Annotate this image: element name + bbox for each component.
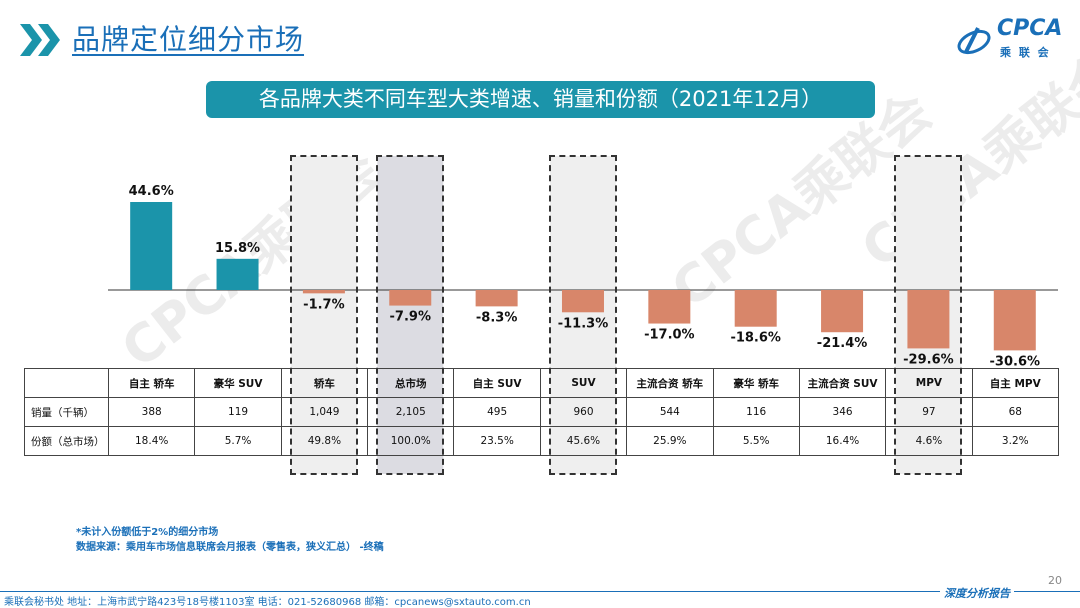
data-label: -17.0% bbox=[644, 328, 695, 343]
table-cell: 45.6% bbox=[539, 426, 628, 456]
row-label: 份额（总市场） bbox=[24, 426, 109, 456]
table-cell: 960 bbox=[539, 397, 628, 427]
table-cell: 100.0% bbox=[367, 426, 455, 456]
data-label: -1.7% bbox=[303, 297, 344, 312]
page-title: 品牌定位细分市场 bbox=[72, 23, 305, 56]
table-cell: 544 bbox=[626, 397, 714, 427]
data-label: 44.6% bbox=[129, 184, 174, 199]
category-label: MPV bbox=[885, 368, 973, 398]
category-label: 豪华 轿车 bbox=[712, 368, 800, 398]
category-label: 总市场 bbox=[367, 368, 455, 398]
data-label: -7.9% bbox=[390, 310, 431, 325]
table-cell: 346 bbox=[798, 397, 887, 427]
data-label: -29.6% bbox=[903, 352, 954, 367]
table-cell: 2,105 bbox=[367, 397, 455, 427]
note-line-1: *未计入份额低于2%的细分市场 bbox=[76, 527, 219, 538]
logo-text-cn: 乘 联 会 bbox=[1000, 46, 1051, 59]
table-row: 份额（总市场） 18.4% 5.7% 49.8% 100.0% 23.5% 45.6% 25.… bbox=[24, 426, 1059, 456]
table-corner-cell bbox=[24, 368, 109, 398]
table-cell: 18.4% bbox=[107, 426, 196, 456]
category-label: SUV bbox=[539, 368, 628, 398]
bar bbox=[561, 290, 604, 313]
bar bbox=[648, 290, 691, 324]
table-cell: 116 bbox=[712, 397, 800, 427]
table-cell: 16.4% bbox=[798, 426, 887, 456]
logo-text-en: CPCA bbox=[997, 16, 1063, 41]
category-label: 自主 SUV bbox=[453, 368, 541, 398]
category-label: 主流合资 轿车 bbox=[626, 368, 714, 398]
data-label: -8.3% bbox=[476, 310, 517, 325]
table-cell: 119 bbox=[194, 397, 282, 427]
table-header-row: 自主 轿车 豪华 SUV 轿车 总市场 自主 SUV SUV 主流合资 轿车 豪华 轿车 主流合… bbox=[24, 368, 1059, 398]
table-cell: 23.5% bbox=[453, 426, 541, 456]
table-cell: 68 bbox=[971, 397, 1059, 427]
bar bbox=[216, 258, 259, 290]
table-row: 销量（千辆） 388 119 1,049 2,105 495 960 544 116 346 97 6… bbox=[24, 397, 1059, 427]
page-number: 20 bbox=[1048, 574, 1062, 587]
data-label: -21.4% bbox=[817, 336, 868, 351]
footer-contact: 乘联会秘书处 地址：上海市武宁路423号18号楼1103室 电话：021-526… bbox=[4, 597, 531, 608]
cpca-logo bbox=[957, 27, 991, 55]
table-cell: 1,049 bbox=[280, 397, 369, 427]
chart-title-banner: 各品牌大类不同车型大类增速、销量和份额（2021年12月） bbox=[206, 81, 875, 118]
table-cell: 49.8% bbox=[280, 426, 369, 456]
category-label: 豪华 SUV bbox=[194, 368, 282, 398]
table-cell: 5.7% bbox=[194, 426, 282, 456]
footer-divider bbox=[0, 591, 1080, 592]
table-cell: 495 bbox=[453, 397, 541, 427]
row-label: 销量（千辆） bbox=[24, 397, 109, 427]
data-label: -11.3% bbox=[558, 316, 609, 331]
bar bbox=[821, 290, 864, 333]
bar bbox=[130, 202, 173, 290]
data-label: 15.8% bbox=[215, 241, 260, 256]
data-label: -18.6% bbox=[730, 331, 781, 346]
header: 品牌定位细分市场 CPCA 乘 联 会 bbox=[0, 0, 1080, 70]
bar bbox=[734, 290, 777, 327]
table-cell: 97 bbox=[885, 397, 973, 427]
bar bbox=[475, 290, 518, 307]
category-label: 轿车 bbox=[280, 368, 369, 398]
table-cell: 388 bbox=[107, 397, 196, 427]
footer-report-label: 深度分析报告 bbox=[940, 585, 1014, 601]
data-label: -30.6% bbox=[990, 354, 1041, 369]
note-line-2: 数据来源：乘用车市场信息联席会月报表（零售表，狭义汇总） -终稿 bbox=[76, 542, 384, 553]
notes: *未计入份额低于2%的细分市场 数据来源：乘用车市场信息联席会月报表（零售表，狭… bbox=[76, 525, 384, 555]
table-cell: 4.6% bbox=[885, 426, 973, 456]
bar bbox=[993, 290, 1036, 351]
category-label: 自主 轿车 bbox=[107, 368, 196, 398]
bar bbox=[389, 290, 432, 306]
table-cell: 3.2% bbox=[971, 426, 1059, 456]
table-cell: 5.5% bbox=[712, 426, 800, 456]
table-cell: 25.9% bbox=[626, 426, 714, 456]
bar bbox=[907, 290, 950, 349]
category-label: 自主 MPV bbox=[971, 368, 1059, 398]
data-table: 自主 轿车 豪华 SUV 轿车 总市场 自主 SUV SUV 主流合资 轿车 豪华 轿车 主流合… bbox=[24, 368, 1059, 456]
chevron-right-icon bbox=[20, 24, 60, 56]
category-label: 主流合资 SUV bbox=[798, 368, 887, 398]
bar bbox=[302, 290, 345, 294]
